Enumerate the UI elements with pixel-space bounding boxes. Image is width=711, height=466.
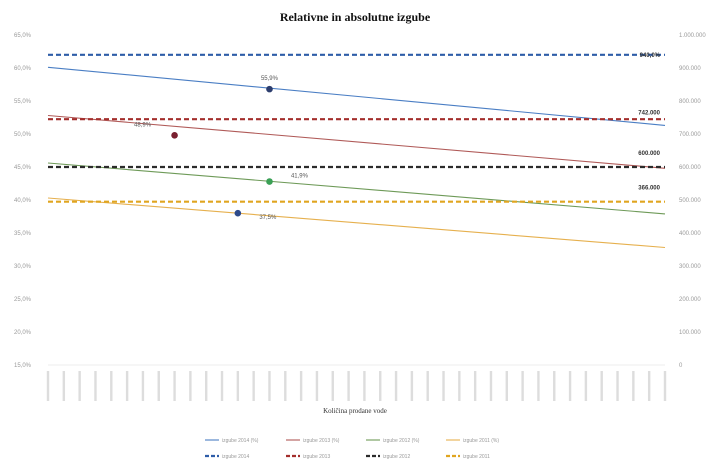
x-tick-mark [236,371,240,401]
series-group [47,53,666,249]
value-annotation: 366.000 [638,185,660,191]
data-label: 37,5% [259,215,277,221]
x-tick-mark [410,371,414,401]
legend-label: izgube 2012 [383,454,410,460]
x-tick-mark [363,371,366,401]
value-annotation: 742.000 [638,111,660,117]
y-axis-right: 0 100.000 200.000 300.000 400.000 500.000 600.… [679,33,706,369]
markers-group: 55,9% 48,9% 41,9% 37,5% [134,76,309,221]
x-tick-mark [94,371,97,401]
y-left-tick-label: 30,0% [14,264,32,270]
data-marker [234,209,242,217]
y-left-tick-label: 60,0% [14,66,32,72]
x-tick-mark [394,371,398,401]
x-tick-mark [205,371,208,401]
x-tick-mark [252,371,255,401]
x-tick-mark [442,371,445,401]
y-left-tick-label: 20,0% [14,330,32,336]
x-tick-mark [537,371,540,401]
y-left-tick-label: 25,0% [14,297,32,303]
data-label: 48,9% [134,122,152,128]
x-tick-mark [458,371,461,401]
legend-label: izgube 2011 [463,454,490,460]
y-left-tick-label: 40,0% [14,198,32,204]
y-left-tick-label: 45,0% [14,165,32,171]
x-tick-mark [331,371,334,401]
y-right-tick-label: 300.000 [679,264,701,270]
y-left-tick-label: 65,0% [14,33,32,39]
y-left-tick-label: 35,0% [14,231,32,237]
y-axis-left: 15,0% 20,0% 25,0% 30,0% 35,0% 40,0% 45,0% 50,0%… [14,33,32,369]
x-tick-mark [632,371,635,401]
x-tick-mark [505,371,508,401]
y-left-tick-label: 55,0% [14,99,32,105]
x-tick-mark [647,371,651,401]
legend-label: izgube 2014 (%) [222,438,259,444]
y-right-tick-label: 100.000 [679,330,701,336]
data-marker [171,132,178,139]
x-axis-label: Količina prodane vode [323,407,387,415]
legend-label: izgube 2011 (%) [463,438,499,444]
x-tick-mark [173,371,176,401]
y-right-tick-label: 600.000 [679,165,701,171]
y-right-tick-label: 400.000 [679,231,701,237]
x-tick-mark [553,371,556,401]
y-right-tick-label: 800.000 [679,99,701,105]
legend-label: izgube 2014 [222,454,249,460]
x-tick-mark [268,371,271,401]
y-right-tick-label: 900.000 [679,66,701,72]
y-right-tick-label: 1.000.000 [679,33,706,39]
legend: izgube 2014 (%) izgube 2013 (%) izgube 201… [205,438,499,460]
y-right-tick-label: 500.000 [679,198,701,204]
x-tick-mark [568,371,572,401]
x-tick-mark [78,371,81,401]
y-right-tick-label: 200.000 [679,297,701,303]
x-tick-mark [426,371,429,401]
x-tick-mark [220,371,224,401]
x-tick-mark [299,371,303,401]
series-line [47,162,666,215]
x-tick-mark [189,371,192,401]
x-tick-mark [125,371,129,401]
x-tick-mark [663,371,667,401]
data-marker [266,178,273,185]
chart-title: Relativne in absolutne izgube [280,10,431,24]
x-tick-mark [521,371,524,401]
y-right-tick-label: 700.000 [679,132,701,138]
y-left-tick-label: 50,0% [14,132,32,138]
x-tick-mark [157,371,160,401]
x-tick-mark [600,371,603,401]
legend-label: izgube 2013 (%) [303,438,340,444]
data-label: 41,9% [291,174,309,180]
annotations-group: 940,0% 742.000 600.000 366.000 [638,53,660,192]
x-tick-mark [616,371,619,401]
x-tick-mark [284,371,287,401]
x-tick-mark [347,371,350,401]
x-tick-mark [46,371,50,401]
y-left-tick-label: 15,0% [14,363,32,369]
series-line [47,114,666,169]
series-line [47,66,666,126]
x-axis [46,364,667,401]
y-right-tick-label: 0 [679,363,683,369]
x-tick-mark [110,371,113,401]
x-tick-mark [584,371,588,401]
data-label: 55,9% [261,76,279,82]
x-tick-mark [315,371,319,401]
value-annotation: 600.000 [638,151,660,157]
x-tick-mark [141,371,145,401]
x-tick-mark [489,371,493,401]
x-tick-mark [379,371,382,401]
series-line [47,197,666,249]
value-annotation: 940,0% [640,53,661,59]
data-marker [266,85,273,93]
legend-label: izgube 2012 (%) [383,438,420,444]
x-tick-mark [473,371,477,401]
legend-label: izgube 2013 [303,454,330,460]
x-tick-mark [62,371,66,401]
